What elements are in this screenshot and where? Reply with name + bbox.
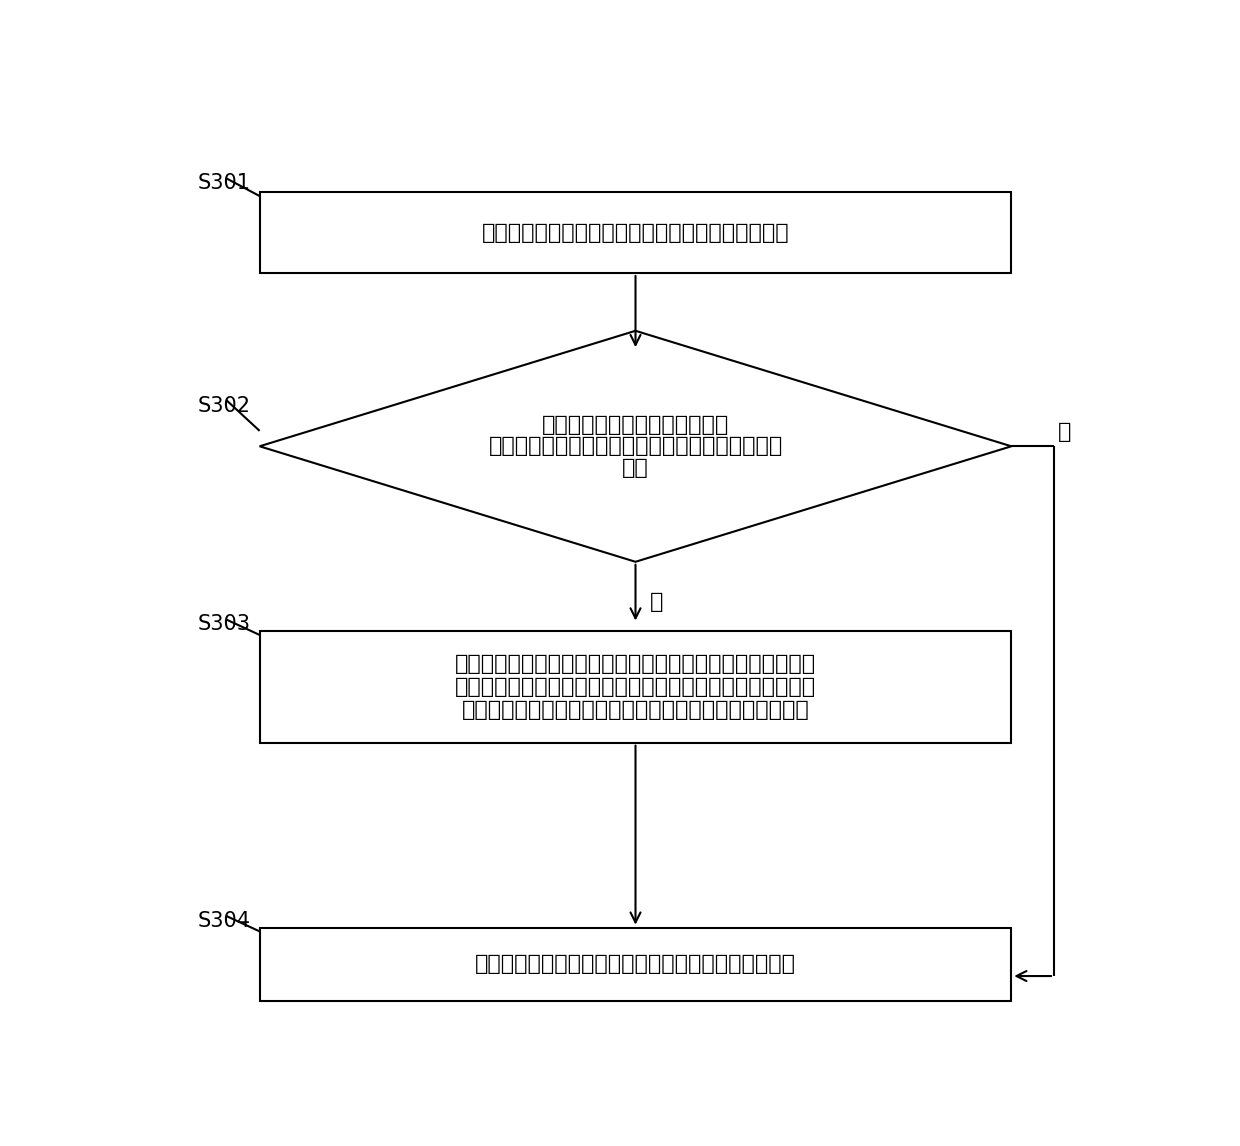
Text: 置、尺寸信息在所述显微荧光图像中相对应的区域，由所述显: 置、尺寸信息在所述显微荧光图像中相对应的区域，由所述显: [455, 677, 816, 697]
Text: 为空: 为空: [622, 458, 649, 478]
Text: S303: S303: [197, 614, 250, 634]
Text: 依据采用得到的明场图像识别技术检测到的每个检测目标的位: 依据采用得到的明场图像识别技术检测到的每个检测目标的位: [455, 654, 816, 674]
Polygon shape: [259, 631, 1012, 743]
Text: 是: 是: [1058, 423, 1071, 442]
Text: S304: S304: [197, 911, 250, 931]
Text: 微荧光图像中确定对应的每个检测目标的显微荧光图像区域: 微荧光图像中确定对应的每个检测目标的显微荧光图像区域: [461, 700, 810, 720]
Text: 通过明场识别技术对明场图像中的明场目标进行识别: 通过明场识别技术对明场图像中的明场目标进行识别: [481, 222, 790, 243]
Polygon shape: [259, 927, 1012, 1000]
Polygon shape: [259, 193, 1012, 273]
Text: 显微荧光图像中对应明场图像检: 显微荧光图像中对应明场图像检: [542, 415, 729, 434]
Polygon shape: [259, 331, 1012, 562]
Text: 对所述显微荧光图像进行高斯平滑滤波并执行后续操作: 对所述显微荧光图像进行高斯平滑滤波并执行后续操作: [475, 955, 796, 974]
Text: S301: S301: [197, 173, 250, 193]
Text: 否: 否: [650, 591, 663, 612]
Text: S302: S302: [197, 397, 250, 416]
Text: 测到的各个检测目标的位置信息、尺寸信息的区域: 测到的各个检测目标的位置信息、尺寸信息的区域: [489, 437, 782, 456]
